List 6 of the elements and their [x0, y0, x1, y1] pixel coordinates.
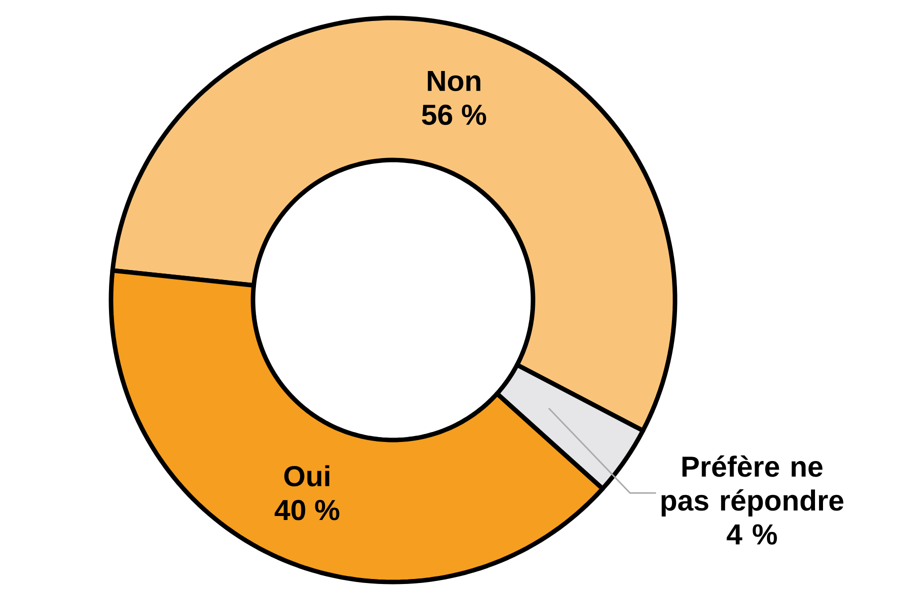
- slice-label: Préfère ne pas répondre: [662, 455, 844, 516]
- slice-label: Non: [428, 70, 480, 92]
- data-label: 40 %: [274, 500, 340, 520]
- data-label: 4 %: [726, 524, 777, 545]
- data-label: 56 %: [422, 104, 486, 126]
- slice-label: Oui: [284, 465, 330, 486]
